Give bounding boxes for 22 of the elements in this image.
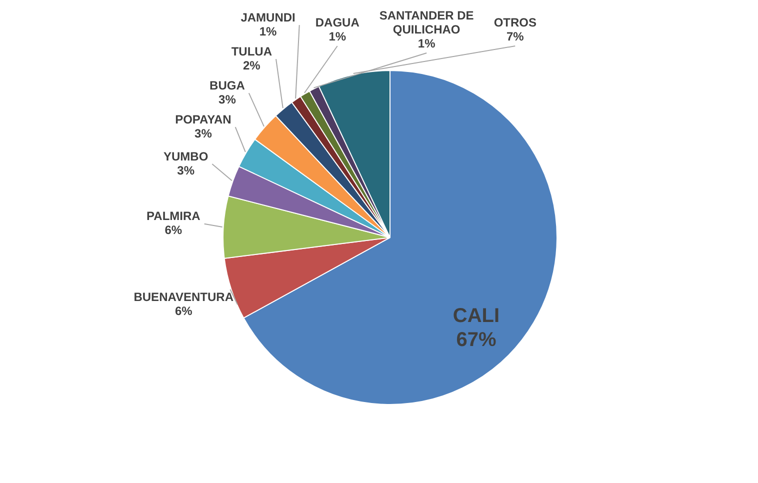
data-label: 3% <box>218 92 236 106</box>
slice-label: PALMIRA <box>146 209 201 224</box>
data-label: 1% <box>259 24 278 38</box>
slice-label: JAMUNDI <box>240 10 296 24</box>
slice-label: BUGA <box>210 78 246 92</box>
data-label: 2% <box>243 58 261 72</box>
slice-label: CALI <box>452 305 500 328</box>
data-label: 67% <box>456 329 496 352</box>
data-label: 6% <box>174 304 193 318</box>
slice-label: OTROS <box>494 15 536 30</box>
data-label: 6% <box>164 223 182 238</box>
data-label: 3% <box>177 163 195 178</box>
data-label: 1% <box>328 29 346 44</box>
slice-label: SANTANDER DE QUILICHAO <box>379 8 474 36</box>
data-label: 1% <box>418 36 436 50</box>
slice-label: TULUA <box>231 44 272 58</box>
slice-label: YUMBO <box>163 149 208 164</box>
data-label: 3% <box>194 126 212 140</box>
data-label: 7% <box>506 29 524 44</box>
slice-label: BUENAVENTURA <box>134 290 234 304</box>
slice-label: DAGUA <box>315 15 360 30</box>
slice-label: POPAYAN <box>175 112 232 126</box>
